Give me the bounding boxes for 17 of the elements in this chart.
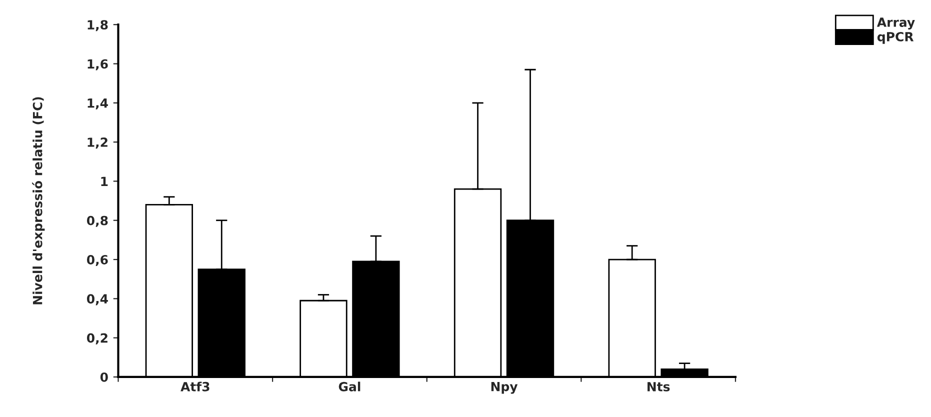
y-tick-label: 1,8 [88,20,108,32]
y-tick-label: 1,4 [88,98,108,110]
x-tick-label: Nts [648,382,670,392]
y-tick-label: 0 [100,372,108,382]
y-tick-label: 1,6 [88,59,108,70]
x-tick-label: Atf3 [180,382,210,392]
x-tick-label: Npy [491,382,518,394]
y-tick-label: 0,2 [86,333,108,344]
legend-label: Array [876,18,915,30]
y-tick-label: 0,6 [86,254,108,266]
legend-label: qPCR [877,32,914,44]
y-tick-label: 1,2 [88,138,108,149]
x-tick-label: Gal [338,382,360,392]
y-tick-label: 0,8 [86,216,108,227]
y-tick-label: 0,4 [86,294,108,306]
y-tick-label: 1 [101,176,108,186]
y-axis-title: Nivell d'expressió relatiu (FC) [32,97,45,304]
